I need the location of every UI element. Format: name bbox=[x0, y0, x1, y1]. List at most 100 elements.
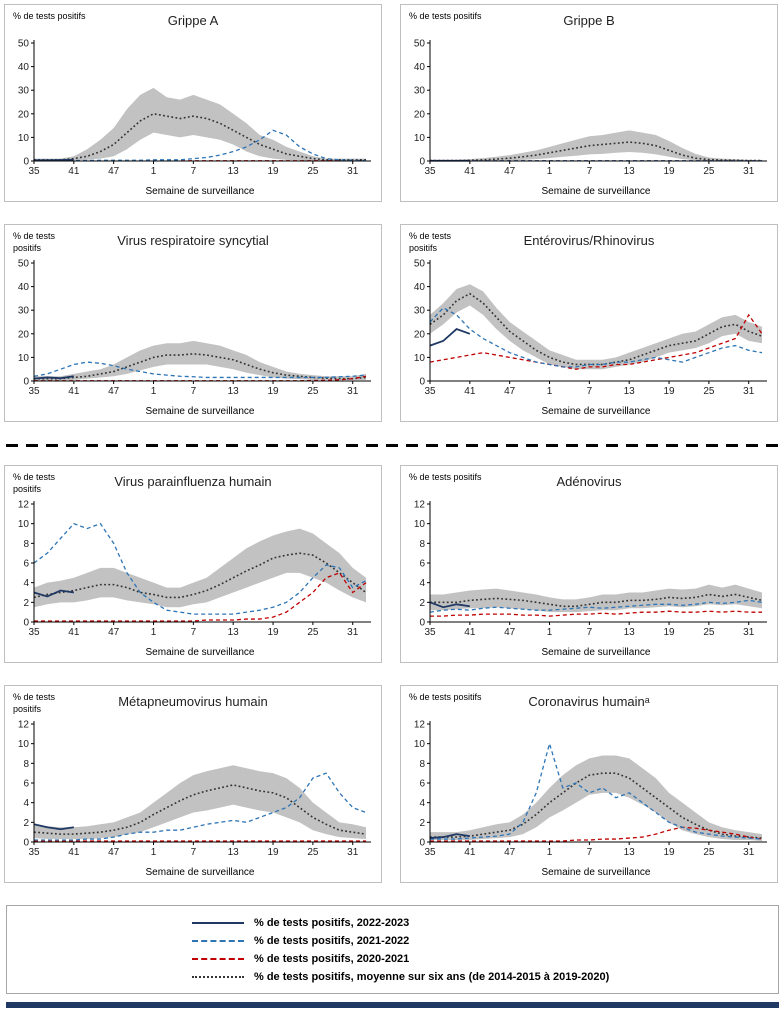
legend-item: % de tests positifs, 2020-2021 bbox=[192, 951, 768, 966]
svg-text:8: 8 bbox=[23, 759, 29, 770]
chart-plot: 0 10 20 30 40 50 35 41 47 1 7 13 19 25 31 bbox=[414, 39, 767, 177]
svg-text:2: 2 bbox=[419, 598, 425, 609]
legend-item-label: % de tests positifs, 2021-2022 bbox=[254, 934, 410, 947]
chart-panel-metapneumovirus: % de tests positifs Métapneumovirus huma… bbox=[4, 685, 382, 883]
legend-item: % de tests positifs, 2022-2023 bbox=[192, 915, 768, 930]
chart-plot: 0 10 20 30 40 50 35 41 47 1 7 13 19 25 31 bbox=[18, 39, 371, 177]
svg-text:1: 1 bbox=[547, 166, 553, 177]
y-axis-label: % de tests positifs bbox=[13, 472, 56, 494]
chart-title: Adénovirus bbox=[556, 474, 622, 489]
legend-item-label: % de tests positifs, 2020-2021 bbox=[254, 952, 410, 965]
legend-item: % de tests positifs, 2021-2022 bbox=[192, 933, 768, 948]
svg-text:0: 0 bbox=[419, 377, 425, 388]
svg-text:12: 12 bbox=[18, 500, 30, 511]
svg-text:40: 40 bbox=[18, 62, 30, 73]
svg-text:40: 40 bbox=[414, 62, 426, 73]
svg-text:30: 30 bbox=[414, 86, 426, 97]
svg-text:35: 35 bbox=[424, 627, 436, 638]
svg-text:50: 50 bbox=[414, 259, 426, 270]
x-axis-label: Semaine de surveillance bbox=[541, 186, 651, 197]
svg-text:0: 0 bbox=[419, 618, 425, 629]
chart-plot: 0 2 4 6 8 10 12 35 41 47 1 7 13 19 25 31 bbox=[18, 500, 371, 638]
svg-text:31: 31 bbox=[347, 847, 359, 858]
svg-text:13: 13 bbox=[228, 166, 240, 177]
legend: % de tests positifs, 2022-2023 % de test… bbox=[6, 905, 779, 994]
svg-text:19: 19 bbox=[267, 627, 279, 638]
svg-text:47: 47 bbox=[504, 166, 516, 177]
svg-text:31: 31 bbox=[743, 166, 755, 177]
svg-text:12: 12 bbox=[414, 500, 426, 511]
chart-title: Métapneumovirus humain bbox=[118, 694, 268, 709]
chart-plot: 0 2 4 6 8 10 12 35 41 47 1 7 13 19 25 31 bbox=[414, 500, 767, 638]
svg-text:50: 50 bbox=[18, 259, 30, 270]
svg-text:31: 31 bbox=[347, 386, 359, 397]
svg-text:25: 25 bbox=[307, 627, 319, 638]
svg-text:19: 19 bbox=[663, 627, 675, 638]
svg-text:13: 13 bbox=[624, 847, 636, 858]
y-axis-label: % de tests positifs bbox=[409, 11, 482, 21]
svg-text:47: 47 bbox=[108, 627, 120, 638]
svg-text:41: 41 bbox=[68, 386, 80, 397]
svg-text:7: 7 bbox=[587, 166, 593, 177]
svg-text:4: 4 bbox=[419, 798, 425, 809]
chart-plot: 0 2 4 6 8 10 12 35 41 47 1 7 13 19 25 31 bbox=[18, 720, 371, 858]
bottom-border-bar bbox=[6, 1002, 779, 1008]
svg-text:7: 7 bbox=[191, 847, 197, 858]
svg-text:10: 10 bbox=[18, 519, 30, 530]
svg-text:12: 12 bbox=[414, 720, 426, 731]
svg-text:50: 50 bbox=[18, 39, 30, 50]
y-axis-label: % de tests positifs bbox=[13, 692, 56, 714]
chart-panel-vrs: % de tests positifs Virus respiratoire s… bbox=[4, 224, 382, 422]
chart-plot: 0 10 20 30 40 50 35 41 47 1 7 13 19 25 31 bbox=[414, 259, 767, 397]
svg-text:41: 41 bbox=[68, 627, 80, 638]
y-axis-label: % de tests positifs bbox=[409, 472, 482, 482]
chart-panel-adenovirus: % de tests positifs Adénovirus 0 2 4 6 8 10 12… bbox=[400, 465, 778, 663]
chart-row-2: % de tests positifs Virus respiratoire s… bbox=[4, 224, 781, 422]
svg-text:0: 0 bbox=[23, 618, 29, 629]
legend-item-label: % de tests positifs, moyenne sur six ans… bbox=[254, 970, 610, 983]
svg-text:30: 30 bbox=[18, 306, 30, 317]
svg-text:7: 7 bbox=[587, 386, 593, 397]
chart-title: Coronavirus humainᵃ bbox=[528, 694, 650, 709]
chart-title: Virus respiratoire syncytial bbox=[117, 233, 269, 248]
x-axis-label: Semaine de surveillance bbox=[541, 867, 651, 878]
legend-item: % de tests positifs, moyenne sur six ans… bbox=[192, 969, 768, 984]
svg-text:47: 47 bbox=[108, 166, 120, 177]
svg-text:25: 25 bbox=[307, 386, 319, 397]
legend-line-dashed-red bbox=[192, 957, 244, 960]
svg-text:0: 0 bbox=[23, 838, 29, 849]
svg-text:25: 25 bbox=[703, 627, 715, 638]
svg-text:13: 13 bbox=[624, 166, 636, 177]
y-axis-label: % de tests positifs bbox=[13, 231, 56, 253]
chart-row-1: % de tests positifs Grippe A 0 10 20 30 40 50… bbox=[4, 4, 781, 202]
svg-text:10: 10 bbox=[18, 739, 30, 750]
svg-text:19: 19 bbox=[663, 847, 675, 858]
legend-line-dashed-blue bbox=[192, 939, 244, 942]
x-axis-label: Semaine de surveillance bbox=[145, 186, 255, 197]
chart-plot: 0 2 4 6 8 10 12 35 41 47 1 7 13 19 25 31 bbox=[414, 720, 767, 858]
legend-line-dotted-black bbox=[192, 975, 244, 978]
svg-text:10: 10 bbox=[414, 739, 426, 750]
svg-text:13: 13 bbox=[228, 847, 240, 858]
svg-text:7: 7 bbox=[587, 627, 593, 638]
svg-text:4: 4 bbox=[419, 578, 425, 589]
chart-title: Grippe A bbox=[167, 13, 219, 28]
svg-text:35: 35 bbox=[28, 166, 40, 177]
chart-panel-grippe-b: % de tests positifs Grippe B 0 10 20 30 40 50… bbox=[400, 4, 778, 202]
svg-text:7: 7 bbox=[587, 847, 593, 858]
chart-row-3: % de tests positifs Virus parainfluenza … bbox=[4, 465, 781, 663]
svg-text:35: 35 bbox=[28, 847, 40, 858]
svg-text:7: 7 bbox=[191, 166, 197, 177]
svg-text:40: 40 bbox=[18, 282, 30, 293]
svg-text:31: 31 bbox=[347, 166, 359, 177]
x-axis-label: Semaine de surveillance bbox=[541, 406, 651, 417]
svg-text:25: 25 bbox=[307, 847, 319, 858]
svg-text:35: 35 bbox=[28, 627, 40, 638]
svg-text:31: 31 bbox=[743, 847, 755, 858]
svg-text:50: 50 bbox=[414, 39, 426, 50]
svg-text:31: 31 bbox=[743, 386, 755, 397]
svg-text:35: 35 bbox=[28, 386, 40, 397]
svg-text:13: 13 bbox=[228, 627, 240, 638]
svg-text:1: 1 bbox=[151, 166, 157, 177]
svg-text:20: 20 bbox=[414, 329, 426, 340]
